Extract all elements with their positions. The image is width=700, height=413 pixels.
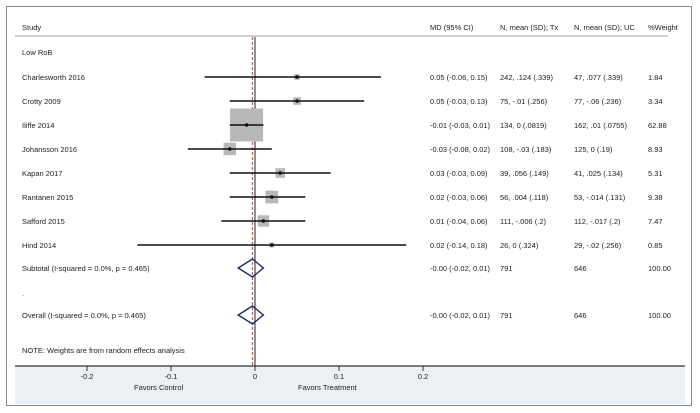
overall-md: -0.00 (-0.02, 0.01) [430,311,491,320]
study-tx: 111, -.006 (.2) [500,217,546,226]
study-weight: 7.47 [648,217,663,226]
study-weight: 8.93 [648,145,663,154]
x-tick-label: -0.2 [81,372,94,381]
study-uc: 112, -.017 (.2) [574,217,621,226]
study-uc: 77, -.06 (.236) [574,97,622,106]
study-tx: 56, .004 (.118) [500,193,549,202]
study-uc: 47, .077 (.339) [574,73,623,82]
study-tx: 134, 0 (.0819) [500,121,547,130]
x-tick-label: 0.1 [334,372,344,381]
study-weight: 9.38 [648,193,663,202]
study-uc: 29, -.02 (.256) [574,241,622,250]
study-uc: 162, .01 (.0755) [574,121,627,130]
subtotal-label: Subtotal (I-squared = 0.0%, p = 0.465) [22,264,150,273]
study-uc: 53, -.014 (.131) [574,193,626,202]
study-name: Charlesworth 2016 [22,73,85,82]
subtotal-md: -0.00 (-0.02, 0.01) [430,264,491,273]
x-tick-label: 0 [253,372,257,381]
col-header-weight: %Weight [648,23,678,32]
study-tx: 242, .124 (.339) [500,73,553,82]
col-header-md: MD (95% CI) [430,23,474,32]
study-weight: 0.85 [648,241,663,250]
study-md: 0.03 (-0.03, 0.09) [430,169,488,178]
study-md: 0.02 (-0.03, 0.06) [430,193,488,202]
overall-label: Overall (I-squared = 0.0%, p = 0.465) [22,311,146,320]
overall-diamond [236,305,265,325]
group-label: Low RoB [22,48,53,57]
axis-band [15,366,685,404]
overall-uc: 646 [574,311,587,320]
study-weight: 1.84 [648,73,663,82]
point-estimate [228,147,232,151]
study-tx: 39, .056 (.149) [500,169,549,178]
point-estimate [261,219,266,223]
study-name: Rantanen 2015 [22,193,74,202]
subtotal-weight: 100.00 [648,264,671,273]
study-name: Iliffe 2014 [22,121,55,130]
overall-weight: 100.00 [648,311,671,320]
study-md: -0.01 (-0.03, 0.01) [430,121,491,130]
study-md: 0.05 (-0.06, 0.15) [430,73,488,82]
col-header-uc: N, mean (SD); UC [574,23,635,32]
xlabel-favors-control: Favors Control [134,383,184,392]
separator-label: . [22,289,25,298]
study-md: 0.02 (-0.14, 0.18) [430,241,488,250]
note-text: NOTE: Weights are from random effects an… [22,346,185,355]
study-md: 0.01 (-0.04, 0.06) [430,217,488,226]
study-weight: 5.31 [648,169,663,178]
study-name: Kapan 2017 [22,169,63,178]
overall-tx: 791 [500,311,513,320]
study-uc: 41, .025 (.134) [574,169,623,178]
point-estimate [295,75,299,79]
point-estimate [244,123,249,127]
study-name: Crotty 2009 [22,97,61,106]
col-header-tx: N, mean (SD); Tx [500,23,559,32]
study-md: -0.03 (-0.08, 0.02) [430,145,491,154]
study-name: Hind 2014 [22,241,57,250]
study-weight: 3.34 [648,97,663,106]
subtotal-diamond [236,258,265,278]
x-tick-label: 0.2 [418,372,428,381]
header-divider [15,35,668,37]
forest-plot-frame [6,6,692,406]
study-uc: 125, 0 (.19) [574,145,613,154]
point-estimate [270,195,274,199]
study-tx: 75, -.01 (.256) [500,97,548,106]
point-estimate [295,99,299,103]
study-weight: 62.88 [648,121,667,130]
point-estimate [278,171,283,175]
col-header-study: Study [22,23,42,32]
study-tx: 26, 0 (.324) [500,241,539,250]
study-md: 0.05 (-0.03, 0.13) [430,97,488,106]
study-tx: 108, -.03 (.183) [500,145,552,154]
xlabel-favors-treatment: Favors Treatment [298,383,357,392]
subtotal-uc: 646 [574,264,587,273]
point-estimate [270,243,274,247]
study-name: Safford 2015 [22,217,65,226]
study-name: Johansson 2016 [22,145,78,154]
subtotal-tx: 791 [500,264,513,273]
x-tick-label: -0.1 [165,372,178,381]
